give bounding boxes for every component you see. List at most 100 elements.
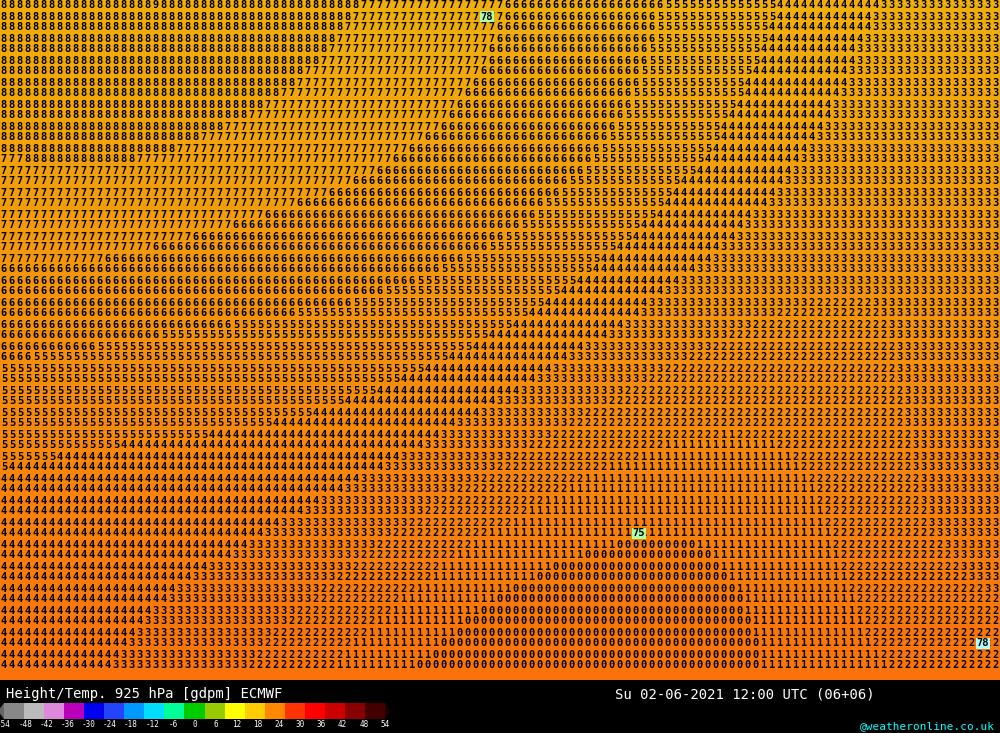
Text: 6: 6: [57, 287, 63, 297]
Text: 5: 5: [657, 78, 663, 87]
Text: 5: 5: [689, 100, 695, 109]
Text: 2: 2: [865, 386, 871, 396]
Text: 2: 2: [897, 561, 903, 572]
Text: 4: 4: [329, 441, 335, 451]
Text: 7: 7: [169, 199, 175, 208]
Text: 3: 3: [193, 583, 199, 594]
Text: 2: 2: [353, 572, 359, 583]
Text: 5: 5: [537, 265, 543, 274]
Text: 3: 3: [321, 550, 327, 561]
Text: 4: 4: [17, 550, 23, 561]
Text: 6: 6: [1, 342, 7, 352]
Text: 4: 4: [433, 397, 439, 407]
Text: 2: 2: [377, 605, 383, 616]
Text: 7: 7: [353, 122, 359, 131]
Text: 7: 7: [97, 243, 103, 252]
Text: 0: 0: [601, 561, 607, 572]
Text: 6: 6: [569, 67, 575, 76]
Text: 3: 3: [825, 177, 831, 186]
Text: 1: 1: [393, 616, 399, 627]
Text: 3: 3: [185, 616, 191, 627]
Text: 4: 4: [769, 144, 775, 153]
Text: 5: 5: [401, 331, 407, 341]
Text: 3: 3: [993, 342, 999, 352]
Text: 8: 8: [353, 1, 359, 10]
Text: 2: 2: [473, 528, 479, 539]
Text: 8: 8: [217, 1, 223, 10]
Text: 2: 2: [745, 364, 751, 374]
Text: 0: 0: [729, 583, 735, 594]
Text: 0: 0: [641, 638, 647, 649]
Text: 3: 3: [545, 419, 551, 429]
Text: 4: 4: [545, 298, 551, 308]
Text: 4: 4: [121, 474, 127, 484]
Text: 2: 2: [873, 616, 879, 627]
Text: 0: 0: [633, 561, 639, 572]
Text: 4: 4: [649, 221, 655, 230]
Text: 7: 7: [33, 188, 39, 197]
Text: 3: 3: [273, 572, 279, 583]
Text: 3: 3: [937, 353, 943, 363]
Text: 2: 2: [617, 441, 623, 451]
Text: 4: 4: [1, 550, 7, 561]
Text: 4: 4: [465, 386, 471, 396]
Text: 8: 8: [289, 56, 295, 65]
Text: 1: 1: [689, 528, 695, 539]
Text: 4: 4: [25, 539, 31, 550]
Text: 2: 2: [465, 485, 471, 495]
Text: 3: 3: [265, 539, 271, 550]
Text: 5: 5: [121, 397, 127, 407]
Text: 3: 3: [969, 342, 975, 352]
Text: 3: 3: [473, 430, 479, 440]
Text: 8: 8: [185, 45, 191, 54]
Text: 1: 1: [721, 550, 727, 561]
Text: 2: 2: [897, 430, 903, 440]
Text: 3: 3: [745, 320, 751, 330]
Text: 4: 4: [9, 594, 15, 605]
Text: 6: 6: [593, 144, 599, 153]
Text: 6: 6: [553, 177, 559, 186]
Text: 3: 3: [913, 397, 919, 407]
Text: 5: 5: [73, 397, 79, 407]
Text: 6: 6: [281, 243, 287, 252]
Text: 4: 4: [97, 496, 103, 506]
Text: 1: 1: [801, 616, 807, 627]
Text: 2: 2: [905, 539, 911, 550]
Text: 3: 3: [833, 210, 839, 219]
Text: 3: 3: [313, 528, 319, 539]
Text: 3: 3: [201, 572, 207, 583]
Text: 7: 7: [209, 188, 215, 197]
Text: 4: 4: [49, 583, 55, 594]
Text: 1: 1: [729, 507, 735, 517]
Text: 6: 6: [609, 34, 615, 43]
Text: 1: 1: [769, 627, 775, 638]
Text: 5: 5: [609, 155, 615, 164]
Text: 7: 7: [337, 78, 343, 87]
Text: 0: 0: [433, 649, 439, 660]
Text: 3: 3: [809, 276, 815, 285]
Text: 3: 3: [177, 605, 183, 616]
Text: 8: 8: [273, 45, 279, 54]
Text: 6: 6: [265, 276, 271, 285]
Text: 3: 3: [913, 441, 919, 451]
Text: 5: 5: [353, 298, 359, 308]
Text: 1: 1: [785, 452, 791, 462]
Text: 0: 0: [609, 627, 615, 638]
Text: 2: 2: [865, 320, 871, 330]
Text: 4: 4: [1, 638, 7, 649]
Text: 3: 3: [601, 342, 607, 352]
Text: 2: 2: [785, 331, 791, 341]
Text: 5: 5: [473, 309, 479, 319]
Text: 0: 0: [593, 638, 599, 649]
Text: 5: 5: [721, 12, 727, 21]
Text: 3: 3: [953, 265, 959, 274]
Text: 8: 8: [201, 111, 207, 120]
Text: 1: 1: [785, 550, 791, 561]
Text: 2: 2: [881, 419, 887, 429]
Text: 2: 2: [857, 441, 863, 451]
Text: 2: 2: [745, 408, 751, 418]
Text: 7: 7: [313, 122, 319, 131]
Text: 6: 6: [169, 265, 175, 274]
Text: 4: 4: [225, 441, 231, 451]
Text: 3: 3: [889, 23, 895, 32]
